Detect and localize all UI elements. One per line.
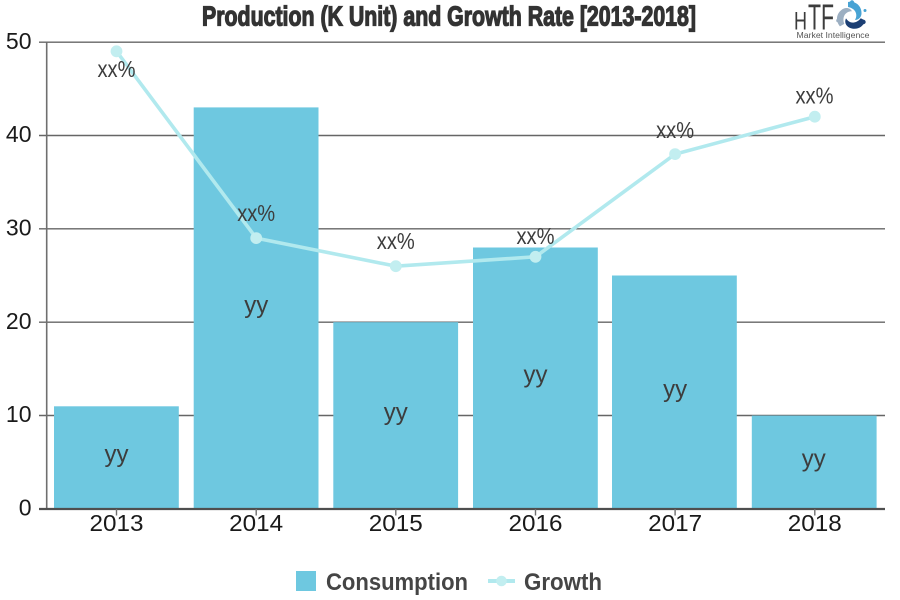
svg-text:Growth: Growth	[524, 569, 602, 596]
svg-text:Market Intelligence: Market Intelligence	[797, 31, 871, 40]
svg-text:yy: yy	[663, 376, 687, 403]
svg-text:2014: 2014	[229, 510, 283, 536]
svg-text:2015: 2015	[369, 510, 423, 536]
svg-text:H: H	[794, 8, 807, 36]
svg-text:2013: 2013	[90, 510, 144, 536]
svg-text:50: 50	[6, 28, 32, 54]
svg-text:30: 30	[6, 214, 32, 240]
svg-text:2018: 2018	[788, 510, 842, 536]
svg-text:yy: yy	[384, 399, 408, 426]
svg-text:0: 0	[19, 495, 32, 521]
svg-text:xx%: xx%	[517, 223, 555, 249]
svg-text:yy: yy	[244, 292, 268, 319]
svg-text:yy: yy	[105, 441, 129, 468]
svg-text:xx%: xx%	[237, 200, 275, 226]
svg-text:Consumption: Consumption	[326, 569, 468, 596]
svg-text:Production (K Unit) and Growth: Production (K Unit) and Growth Rate [201…	[202, 1, 696, 32]
svg-text:40: 40	[6, 121, 32, 147]
svg-text:xx%: xx%	[377, 228, 415, 254]
svg-text:xx%: xx%	[656, 117, 694, 143]
svg-text:2016: 2016	[509, 510, 563, 536]
svg-text:yy: yy	[802, 446, 826, 473]
svg-text:20: 20	[6, 308, 32, 334]
svg-text:10: 10	[6, 401, 32, 427]
svg-text:xx%: xx%	[98, 56, 136, 82]
svg-text:TF: TF	[808, 0, 834, 38]
svg-text:2017: 2017	[648, 510, 702, 536]
svg-text:xx%: xx%	[796, 83, 834, 109]
svg-text:yy: yy	[524, 362, 548, 389]
